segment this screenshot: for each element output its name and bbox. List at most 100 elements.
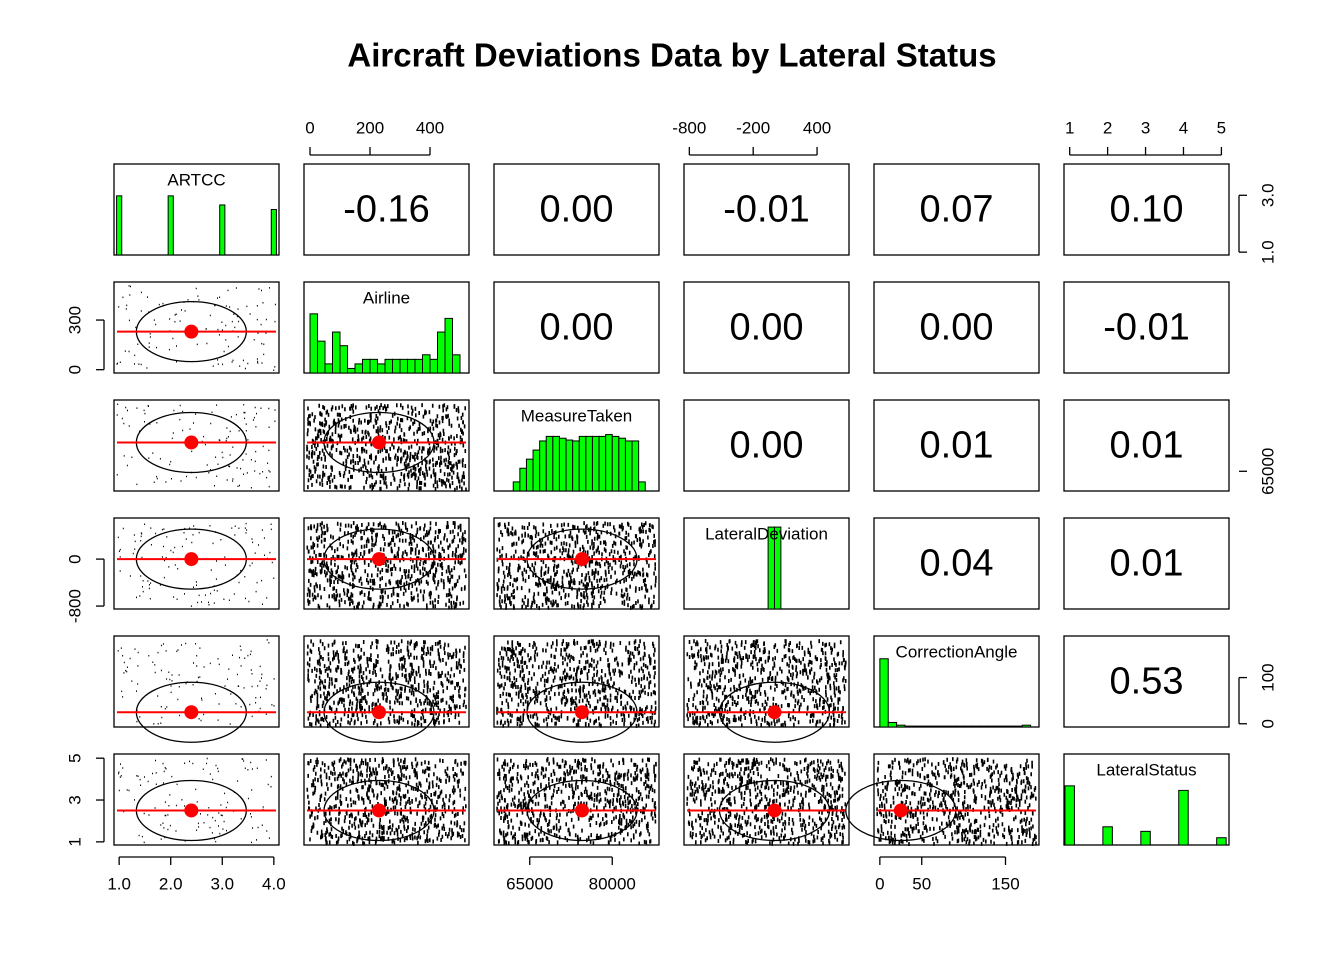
histogram-bar [1004, 725, 1015, 728]
panel-frame [493, 281, 660, 374]
histogram-bar [904, 725, 914, 728]
panel-frame [683, 517, 850, 610]
x-tick-label: 4.0 [262, 874, 286, 893]
histogram-bar [937, 725, 948, 728]
correlation-label: 0.00 [730, 425, 804, 467]
panel-frame [303, 163, 470, 256]
panel-frame [683, 399, 850, 492]
histogram-bar [638, 481, 646, 492]
panel-frame [873, 399, 1040, 492]
histogram-bar [1140, 830, 1151, 846]
histogram-bar [971, 725, 981, 728]
panel-frame [1063, 635, 1230, 728]
x-tick-label: 1.0 [107, 874, 131, 893]
histogram-bar [1102, 826, 1113, 846]
histogram-bar [565, 439, 574, 492]
panel-frame [303, 517, 470, 610]
panel-frame [683, 635, 850, 728]
panel-frame [303, 635, 470, 728]
histogram-bar [452, 354, 461, 374]
correlation-label: -0.01 [723, 189, 810, 231]
point-cloud [306, 757, 467, 846]
point-cloud [306, 639, 467, 728]
point-cloud [306, 403, 467, 492]
histogram-bar [422, 354, 431, 374]
histogram-bar [116, 195, 123, 256]
mean-point [184, 552, 199, 567]
histogram-bar [963, 725, 973, 728]
y-tick-label: 0 [65, 554, 84, 563]
panel-frame [113, 399, 280, 492]
x-tick-label: 3 [1141, 118, 1150, 137]
y-tick-label: 300 [65, 306, 84, 334]
mean-point [372, 435, 386, 450]
histogram-bar [354, 363, 363, 374]
correlation-label: 0.01 [1110, 425, 1184, 467]
variable-name: LateralDeviation [705, 524, 828, 543]
x-tick-label: 2 [1103, 118, 1112, 137]
correlation-label: 0.00 [540, 307, 614, 349]
correlation-label: 0.00 [540, 189, 614, 231]
panel-frame [113, 281, 280, 374]
point-cloud [496, 639, 657, 728]
histogram-bar [362, 358, 371, 374]
mean-point [767, 803, 782, 818]
x-tick-label: 1 [1065, 118, 1074, 137]
histogram-bar [317, 340, 326, 374]
histogram-bar [921, 725, 931, 728]
mean-point [575, 552, 589, 567]
panel-frame [493, 753, 660, 846]
x-tick-label: 4 [1179, 118, 1188, 137]
point-cloud [686, 757, 847, 846]
panel-frame [303, 399, 470, 492]
x-tick-label: 50 [912, 874, 931, 893]
histogram-bar [437, 331, 446, 374]
panel-frame [1063, 163, 1230, 256]
y-tick-label: 3 [65, 795, 84, 804]
histogram-bar [545, 435, 554, 492]
y-tick-label: 1.0 [1258, 240, 1277, 264]
x-tick-label: 150 [991, 874, 1019, 893]
correlation-label: -0.16 [343, 189, 430, 231]
x-tick-label: 0 [305, 118, 314, 137]
point-cloud [117, 639, 275, 725]
histogram-bar [572, 440, 580, 492]
x-tick-label: 3.0 [210, 874, 234, 893]
histogram-bar [1178, 789, 1189, 846]
y-tick-label: 3.0 [1258, 183, 1277, 207]
histogram-bar [525, 458, 534, 492]
panel-frame [1063, 517, 1230, 610]
histogram-bar [399, 358, 408, 374]
histogram-bar [407, 358, 416, 374]
point-cloud [876, 757, 1037, 846]
histogram-bar [552, 435, 560, 492]
histogram-bar [339, 345, 348, 374]
histogram-bar [384, 358, 393, 374]
chart-title: Aircraft Deviations Data by Lateral Stat… [347, 37, 996, 74]
histogram-bar [1013, 725, 1023, 728]
histogram-bar [887, 721, 898, 728]
panel-frame [493, 163, 660, 256]
histogram-bar [631, 440, 640, 492]
mean-point [372, 803, 386, 818]
y-tick-label: 1 [65, 837, 84, 846]
histogram-bar [1021, 724, 1032, 728]
histogram-bar [896, 724, 906, 728]
point-cloud [118, 757, 272, 844]
correlation-label: 0.10 [1110, 189, 1184, 231]
y-tick-label: 65000 [1258, 448, 1277, 495]
panel-frame [683, 281, 850, 374]
histogram-bar [585, 435, 593, 492]
correlation-label: 0.04 [920, 543, 994, 585]
histogram-bar [879, 658, 889, 728]
x-tick-label: 400 [416, 118, 444, 137]
histogram-bar [309, 313, 318, 374]
panel-frame [873, 281, 1040, 374]
mean-point [893, 803, 908, 818]
point-cloud [686, 639, 847, 728]
mean-point [184, 803, 199, 818]
panel-frame [873, 517, 1040, 610]
histogram-bar [219, 204, 226, 256]
panel-frame [1063, 281, 1230, 374]
